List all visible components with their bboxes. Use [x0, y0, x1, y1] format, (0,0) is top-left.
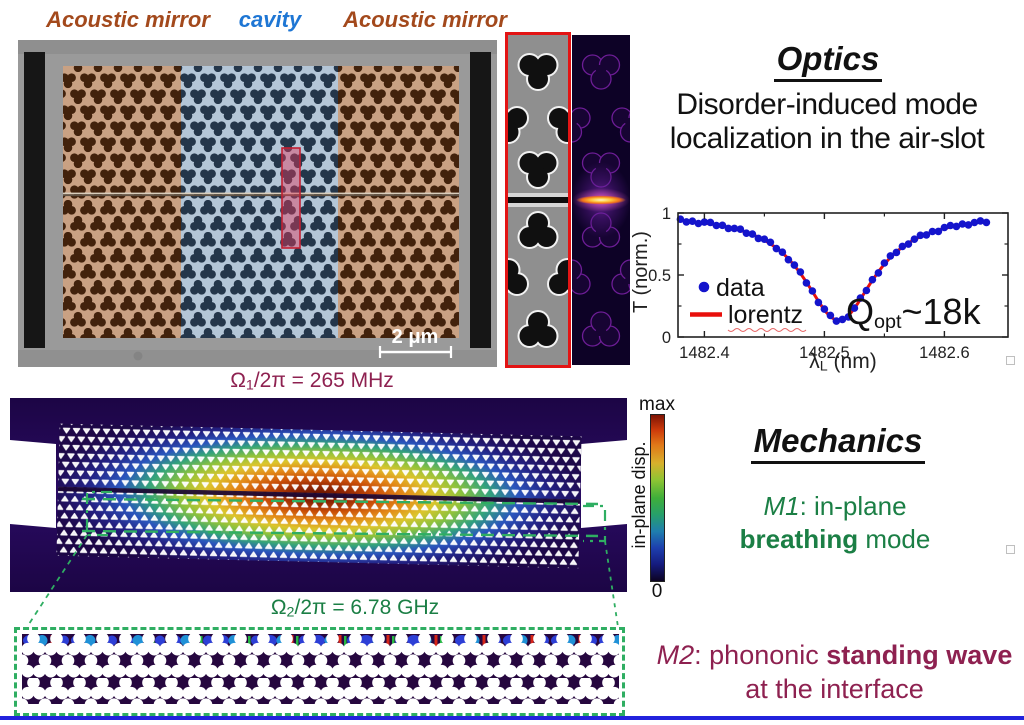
m2-zoom-border	[14, 627, 625, 716]
chart-ylabel: T (norm.)	[630, 231, 652, 313]
sem-image: 2 μm	[18, 40, 497, 367]
m2-simulation	[22, 634, 619, 704]
optical-mode-strip	[572, 35, 630, 365]
m1-description: M1: in-plane breathing mode	[739, 491, 931, 554]
selection-handle	[1006, 545, 1015, 554]
closeup-sem-strip	[505, 32, 571, 368]
colorbar-axis-label: in-plane disp.	[629, 441, 649, 549]
omega2-label: Ω2/2π = 6.78 GHz	[270, 596, 440, 621]
svg-text:1482.5: 1482.5	[799, 344, 849, 362]
optical-hotspot	[576, 195, 626, 205]
scale-bar: 2 μm	[378, 326, 453, 358]
air-slot	[63, 192, 459, 195]
m1-clamp-notch-left	[10, 440, 56, 528]
svg-text:1: 1	[662, 205, 671, 223]
svg-text:1482.6: 1482.6	[919, 344, 969, 362]
svg-text:lorentz: lorentz	[728, 301, 803, 329]
bottom-rule	[0, 716, 1024, 720]
m1-clamp-notch-right	[581, 440, 627, 528]
scale-bar-label: 2 μm	[392, 326, 439, 348]
mechanics-title: Mechanics	[688, 422, 988, 464]
selection-handle	[1006, 356, 1015, 365]
m1-simulation	[10, 398, 627, 592]
support-bar-left	[24, 52, 45, 348]
m1-membrane	[56, 423, 582, 569]
svg-text:1482.4: 1482.4	[679, 344, 729, 362]
m2-description: M2: phononic standing wave at the interf…	[656, 640, 1013, 704]
svg-text:0.5: 0.5	[648, 267, 671, 285]
colorbar-zero-label: 0	[651, 581, 663, 602]
cavity-label: cavity	[238, 7, 302, 32]
displacement-colorbar	[650, 414, 665, 582]
closeup-air-slot	[508, 197, 568, 203]
omega1-label: Ω1/2π = 265 MHz	[230, 369, 394, 394]
closeup-sem-svg	[508, 35, 568, 365]
qopt-annotation: Qopt~18k	[846, 291, 981, 334]
optics-subtitle: Disorder-induced mode localization in th…	[669, 88, 985, 155]
acoustic-mirror-left-label: Acoustic mirror	[46, 7, 210, 32]
support-bar-right	[470, 52, 491, 348]
svg-text:data: data	[716, 274, 765, 302]
optics-title: Optics	[743, 40, 913, 82]
svg-text:0: 0	[662, 329, 671, 347]
highlighted-cell-rect	[281, 147, 301, 249]
acoustic-mirror-right-label: Acoustic mirror	[343, 7, 507, 32]
chart-xlabel: λL (nm)	[809, 350, 877, 375]
colorbar-max-label: max	[639, 394, 675, 415]
